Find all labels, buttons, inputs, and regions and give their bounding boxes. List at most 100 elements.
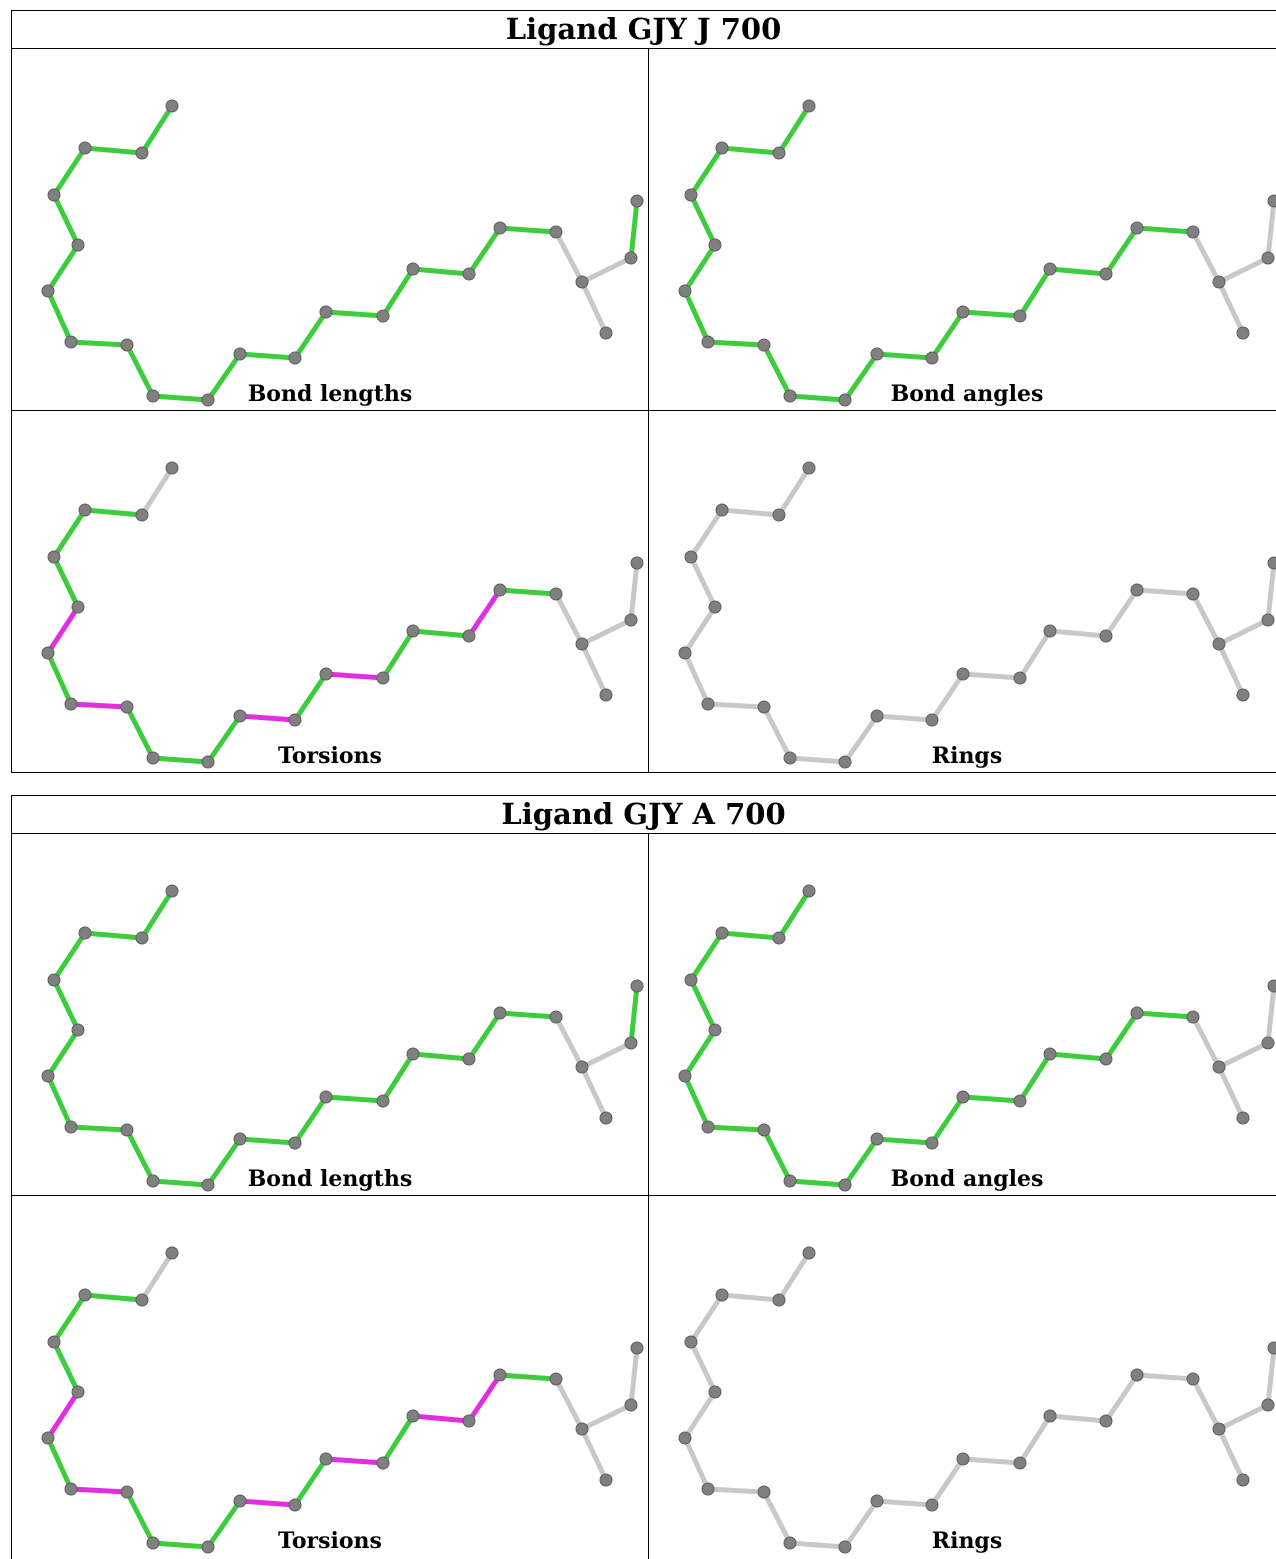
atom (233, 1132, 247, 1146)
bond-ok (1017, 266, 1053, 319)
bond-neutral (553, 229, 585, 285)
atom (783, 389, 797, 403)
atom (757, 700, 771, 714)
bond-ok (410, 1051, 472, 1062)
atom (78, 1288, 92, 1302)
bond-ok (1047, 1051, 1109, 1062)
bond-outlier (45, 604, 81, 656)
atom (1130, 1006, 1144, 1020)
atom (708, 1023, 722, 1037)
atom (493, 1368, 507, 1382)
atom (1261, 251, 1275, 265)
bond-neutral (874, 713, 935, 723)
atom (120, 1485, 134, 1499)
atom (135, 146, 149, 160)
atom (146, 389, 160, 403)
atom (201, 755, 215, 769)
table-border-top (11, 795, 1276, 796)
atom (1043, 1409, 1057, 1423)
bond-ok (45, 1073, 74, 1130)
bond-ok (45, 242, 81, 294)
bond-outlier (237, 713, 298, 723)
column-separator (648, 833, 649, 1559)
molecule-diagram (41, 461, 644, 769)
atom (376, 309, 390, 323)
atom (1186, 1010, 1200, 1024)
bond-neutral (688, 1292, 725, 1345)
bond-ok (497, 1372, 559, 1382)
panel-label: Torsions (278, 743, 382, 769)
atom (783, 1536, 797, 1550)
bond-neutral (579, 617, 634, 647)
atom (1236, 1111, 1250, 1125)
bond-outlier (323, 671, 386, 681)
bond-ok (51, 1292, 88, 1345)
panel-label: Bond lengths (247, 1166, 413, 1192)
bond-ok (68, 339, 130, 348)
atom (624, 1036, 638, 1050)
table-border-left (11, 10, 12, 773)
atom (1212, 1422, 1226, 1436)
atom (1130, 1368, 1144, 1382)
panel-rings: Rings (649, 1196, 1276, 1558)
atom (757, 338, 771, 352)
bond-ok (787, 1178, 848, 1188)
bond-ok (497, 1010, 559, 1020)
table-border-bottom (11, 772, 1276, 773)
atom (1130, 583, 1144, 597)
molecule-diagram (41, 99, 644, 407)
atom (870, 1494, 884, 1508)
atom (288, 351, 302, 365)
bond-ok (323, 1094, 386, 1104)
atom (802, 884, 816, 898)
atom (630, 1341, 644, 1355)
bond-neutral (787, 755, 848, 765)
atom (288, 1136, 302, 1150)
atom (376, 1456, 390, 1470)
bond-ok (51, 554, 81, 610)
atom (1013, 671, 1027, 685)
atom (406, 1409, 420, 1423)
bond-ok (82, 507, 145, 518)
atom (462, 629, 476, 643)
panel-torsions: Torsions (12, 1196, 648, 1558)
atom (772, 508, 786, 522)
atom (165, 99, 179, 113)
atom (64, 1482, 78, 1496)
atom (630, 556, 644, 570)
bond-outlier (68, 1486, 130, 1495)
atom (41, 1431, 55, 1445)
atom (599, 1473, 613, 1487)
atom (201, 393, 215, 407)
bond-neutral (688, 507, 725, 560)
molecule-diagram (678, 461, 1276, 769)
bond-ok (628, 983, 640, 1046)
title-separator (11, 833, 1276, 834)
atom (493, 583, 507, 597)
bond-ok (139, 888, 175, 941)
atom (120, 338, 134, 352)
atom (1261, 1036, 1275, 1050)
bond-neutral (682, 1435, 711, 1492)
atom (772, 931, 786, 945)
panel-label: Torsions (278, 1528, 382, 1554)
bond-ok (124, 704, 156, 761)
panel-label: Bond angles (890, 381, 1044, 407)
bond-ok (1017, 1051, 1053, 1104)
atom (135, 508, 149, 522)
atom (1099, 267, 1113, 281)
atom (630, 979, 644, 993)
bond-ok (292, 671, 329, 723)
atom (1013, 1456, 1027, 1470)
atom (1236, 1473, 1250, 1487)
atom (71, 1385, 85, 1399)
atom (575, 1422, 589, 1436)
atom (630, 194, 644, 208)
bond-outlier (237, 1498, 298, 1508)
atom (376, 671, 390, 685)
atom (599, 1111, 613, 1125)
bond-neutral (553, 1014, 585, 1070)
atom (1236, 688, 1250, 702)
bond-neutral (761, 704, 793, 761)
atom (783, 751, 797, 765)
